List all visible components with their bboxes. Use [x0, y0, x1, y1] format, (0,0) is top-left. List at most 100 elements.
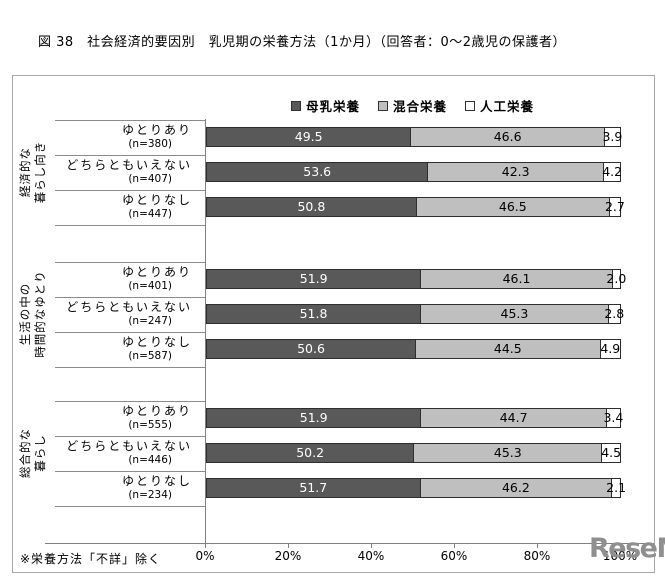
legend-item-formula: 人工栄養 [465, 96, 534, 115]
legend-label-formula: 人工栄養 [480, 99, 535, 114]
value-label: 3.4 [603, 410, 624, 425]
label-table-line [55, 225, 205, 226]
bar-segment-formula: 2.7 [605, 197, 625, 217]
row-sample-size: (n=447) [128, 208, 172, 220]
row-label: どちらともいえない [66, 300, 192, 314]
row-sample-size: (n=234) [128, 489, 172, 501]
bar-segment-formula: 3.4 [603, 408, 623, 428]
row-sample-size: (n=555) [128, 419, 172, 431]
row-label-cell: どちらともいえない (n=247) [55, 297, 198, 331]
bar-segment-breastmilk: 50.8 [206, 197, 417, 217]
row-label: ゆとりなし [121, 474, 192, 488]
value-label: 51.8 [299, 306, 328, 321]
x-axis-tick-label: 40% [357, 549, 385, 563]
row-sample-size: (n=380) [128, 138, 172, 150]
group-label-line: 暮らし向き [33, 140, 47, 204]
bar-row: 49.5 46.6 3.9 [206, 127, 622, 147]
bar-segment-breastmilk: 50.2 [206, 443, 415, 463]
value-label: 46.6 [493, 129, 522, 144]
value-label: 4.2 [602, 164, 623, 179]
value-label: 2.0 [606, 271, 627, 286]
x-axis-tick-label: 60% [440, 549, 468, 563]
value-label: 2.8 [604, 306, 625, 321]
bar-segment-breastmilk: 49.5 [206, 127, 412, 147]
bar-row: 51.8 45.3 2.8 [206, 304, 624, 324]
bar-segment-mixed: 46.2 [420, 478, 613, 498]
label-table-line [55, 436, 205, 437]
value-label: 44.7 [499, 410, 528, 425]
label-table-line [55, 332, 205, 333]
bar-segment-formula: 2.0 [606, 269, 626, 289]
legend-swatch-formula [465, 100, 475, 111]
watermark-text: ReseMom. [589, 533, 665, 564]
row-sample-size: (n=247) [128, 315, 172, 327]
legend-swatch-breastmilk [290, 100, 301, 111]
x-axis-tick [288, 543, 289, 548]
x-axis-tick [537, 543, 538, 548]
y-axis-line [205, 119, 206, 543]
row-sample-size: (n=401) [128, 280, 172, 292]
value-label: 51.7 [299, 480, 328, 495]
value-label: 46.2 [501, 480, 530, 495]
bar-segment-formula: 3.9 [602, 127, 622, 147]
legend: 母乳栄養 混合栄養 人工栄養 [205, 96, 620, 115]
row-label: ゆとりあり [121, 265, 192, 279]
bar-segment-breastmilk: 53.6 [206, 162, 429, 182]
bar-row: 50.6 44.5 4.9 [206, 339, 621, 359]
value-label: 50.2 [296, 445, 325, 460]
bar-segment-mixed: 45.3 [420, 304, 609, 324]
row-label-cell: ゆとりあり (n=401) [55, 262, 198, 296]
group-label-line: 生活の中の [18, 282, 32, 346]
row-label: ゆとりあり [121, 404, 192, 418]
value-label: 2.1 [606, 480, 627, 495]
bar-segment-formula: 2.1 [606, 478, 626, 498]
bar-segment-formula: 2.8 [604, 304, 624, 324]
bar-segment-breastmilk: 51.7 [206, 478, 421, 498]
bar-row: 51.9 46.1 2.0 [206, 269, 626, 289]
value-label: 4.5 [601, 445, 622, 460]
row-label: どちらともいえない [66, 439, 192, 453]
label-table-line [55, 190, 205, 191]
label-table-line [55, 120, 205, 121]
value-label: 42.3 [501, 164, 530, 179]
bar-segment-mixed: 46.5 [416, 197, 610, 217]
row-label: ゆとりなし [121, 335, 192, 349]
bar-segment-breastmilk: 51.8 [206, 304, 421, 324]
value-label: 51.9 [299, 271, 328, 286]
group-label-0: 経済的な 暮らし向き [16, 112, 50, 232]
bar-segment-formula: 4.9 [600, 339, 621, 359]
value-label: 44.5 [493, 341, 522, 356]
group-label-line: 暮らし [33, 434, 47, 472]
bar-row: 51.9 44.7 3.4 [206, 408, 623, 428]
group-label-2: 総合的な 暮らし [16, 393, 50, 513]
row-label-cell: ゆとりあり (n=380) [55, 120, 198, 154]
value-label: 51.9 [299, 410, 328, 425]
x-axis-tick [371, 543, 372, 548]
bar-segment-mixed: 46.1 [421, 269, 613, 289]
legend-label-mixed: 混合栄養 [392, 99, 447, 114]
legend-label-breastmilk: 母乳栄養 [305, 99, 360, 114]
x-axis-tick [454, 543, 455, 548]
group-label-line: 経済的な [18, 147, 32, 197]
value-label: 53.6 [303, 164, 332, 179]
figure-title: 図 38 社会経済的要因別 乳児期の栄養方法（1か月）（回答者：0～2歳児の保護… [38, 35, 566, 50]
label-table-line [55, 262, 205, 263]
value-label: 4.9 [600, 341, 621, 356]
x-axis-tick-label: 20% [274, 549, 302, 563]
value-label: 49.5 [294, 129, 323, 144]
bar-segment-breastmilk: 51.9 [206, 408, 422, 428]
bar-row: 50.8 46.5 2.7 [206, 197, 625, 217]
value-label: 50.8 [297, 199, 326, 214]
value-label: 46.5 [498, 199, 527, 214]
bar-row: 50.2 45.3 4.5 [206, 443, 621, 463]
bar-segment-mixed: 44.7 [421, 408, 607, 428]
label-table-line [55, 471, 205, 472]
label-table-line [55, 155, 205, 156]
row-label: ゆとりなし [121, 193, 192, 207]
row-label: ゆとりあり [121, 123, 192, 137]
x-axis-tick-label: 100% [602, 549, 638, 563]
row-label-cell: ゆとりなし (n=587) [55, 332, 198, 366]
label-table-line [55, 297, 205, 298]
value-label: 45.3 [493, 445, 522, 460]
